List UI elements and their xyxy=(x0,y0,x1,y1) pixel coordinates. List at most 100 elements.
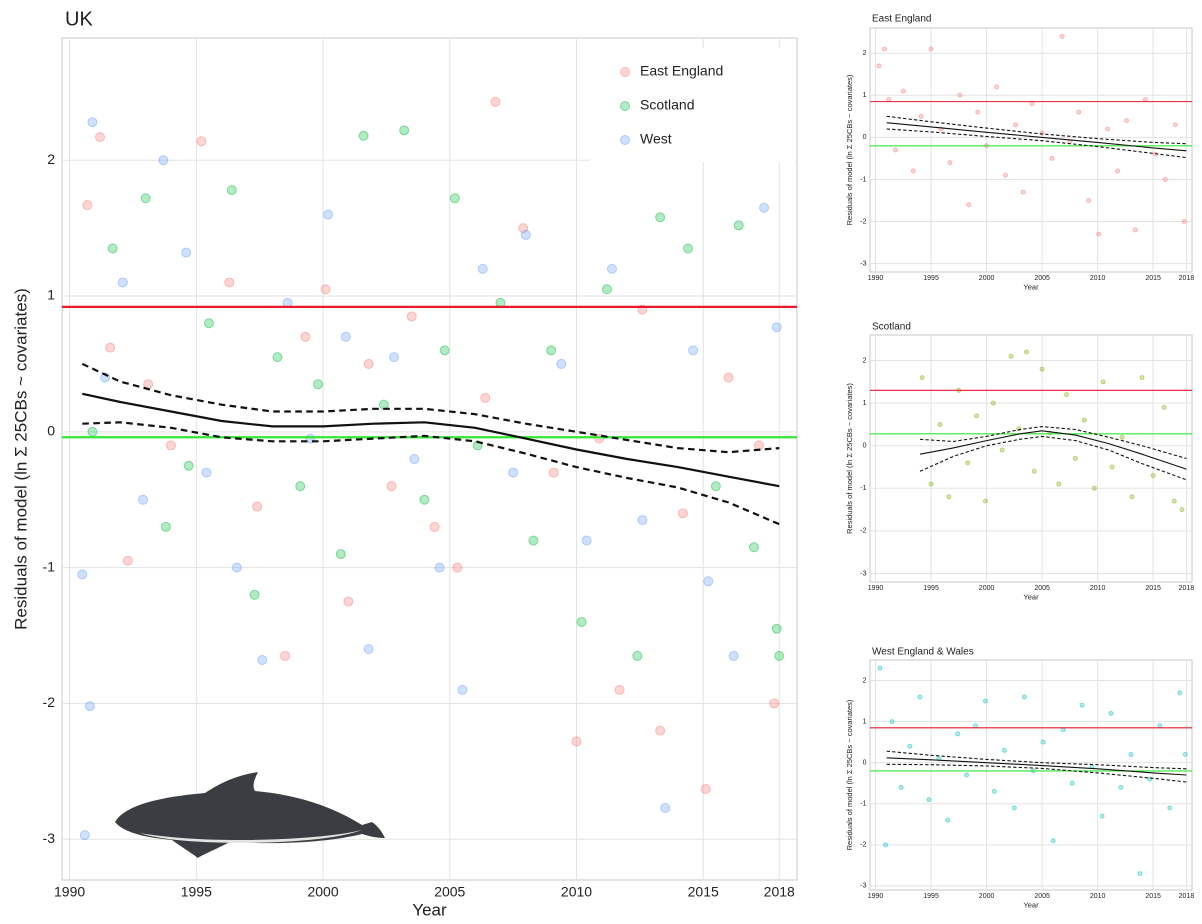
data-point xyxy=(1021,694,1027,700)
porpoise-illustration xyxy=(115,772,385,858)
x-tick-label: 1990 xyxy=(868,585,884,592)
data-point xyxy=(614,684,625,695)
x-axis-label: Year xyxy=(1023,592,1039,601)
data-point xyxy=(774,650,785,661)
data-point xyxy=(769,698,780,709)
data-point xyxy=(183,460,194,471)
chart-panel: 1990 1995 2000 2005 2010 2015 2018 -3 -2 -1 0 1 2 UK Y… xyxy=(11,8,798,919)
x-tick-label: 1995 xyxy=(923,275,939,282)
legend-swatch xyxy=(620,67,630,77)
data-point xyxy=(1011,805,1017,811)
confidence-band xyxy=(919,426,1187,460)
data-point xyxy=(1142,97,1148,103)
data-point xyxy=(1177,690,1183,696)
data-point xyxy=(1060,727,1066,733)
y-tick-label: 0 xyxy=(863,760,867,767)
y-tick-label: -3 xyxy=(860,883,866,890)
x-tick-label: 2005 xyxy=(1034,585,1050,592)
y-tick-label: 1 xyxy=(863,92,867,99)
y-tick-label: -3 xyxy=(860,260,866,267)
data-point xyxy=(1024,349,1030,355)
x-tick-label: 2015 xyxy=(1145,275,1161,282)
confidence-band xyxy=(886,750,1187,770)
x-tick-label: 2000 xyxy=(307,883,338,899)
x-tick-label: 2010 xyxy=(561,883,592,899)
data-point xyxy=(295,481,306,492)
data-point xyxy=(876,63,882,69)
y-axis-label: Residuals of model (ln Σ 25CBs ~ covaria… xyxy=(845,74,854,225)
data-point xyxy=(340,331,351,342)
y-axis-label: Residuals of model (ln Σ 25CBs ~ covaria… xyxy=(845,699,854,850)
chart-panel: 1990 1995 2000 2005 2010 2015 2018 -3 -2 -1 0 1 2 Eas… xyxy=(845,14,1194,292)
x-tick-label: 2018 xyxy=(1179,893,1195,900)
y-tick-label: -1 xyxy=(860,485,866,492)
plot-area xyxy=(869,334,1193,583)
data-point xyxy=(1059,33,1065,39)
data-point xyxy=(947,160,953,166)
data-point xyxy=(1076,109,1082,115)
x-tick-label: 1990 xyxy=(868,275,884,282)
confidence-band xyxy=(82,421,780,526)
data-point xyxy=(79,830,90,841)
data-point xyxy=(117,277,128,288)
data-point xyxy=(928,46,934,52)
x-tick-label: 1995 xyxy=(181,883,212,899)
data-point xyxy=(204,318,214,329)
data-point xyxy=(1056,481,1062,487)
data-point xyxy=(655,725,666,736)
x-tick-label: 2000 xyxy=(979,585,995,592)
data-point xyxy=(312,379,323,390)
data-point xyxy=(881,46,887,52)
data-point xyxy=(606,263,617,274)
x-tick-label: 2000 xyxy=(979,275,995,282)
data-point xyxy=(1069,780,1075,786)
data-point xyxy=(919,375,925,381)
data-point xyxy=(723,372,734,383)
data-point xyxy=(409,454,420,464)
data-point xyxy=(576,616,587,627)
legend-label: Scotland xyxy=(640,97,694,113)
data-point xyxy=(87,426,98,437)
data-point xyxy=(160,521,171,532)
data-point xyxy=(1020,189,1026,195)
data-point xyxy=(710,481,721,492)
legend-label: West xyxy=(640,131,672,147)
x-tick-label: 1990 xyxy=(54,883,85,899)
data-point xyxy=(945,817,951,823)
data-point xyxy=(581,535,592,546)
data-point xyxy=(728,650,739,661)
x-tick-label: 2015 xyxy=(1145,585,1161,592)
data-point xyxy=(556,358,567,369)
data-point xyxy=(877,665,883,671)
confidence-band xyxy=(919,435,1187,481)
data-point xyxy=(181,247,192,258)
data-point xyxy=(1002,172,1008,178)
trend-line xyxy=(886,757,1187,776)
y-tick-label: 2 xyxy=(47,151,55,167)
x-tick-label: 2018 xyxy=(1179,585,1195,592)
y-tick-label: 0 xyxy=(863,134,867,141)
data-point xyxy=(480,392,491,403)
data-point xyxy=(655,212,666,223)
data-point xyxy=(990,400,996,406)
data-point xyxy=(1132,227,1138,233)
data-point xyxy=(358,130,369,141)
y-axis-label: Residuals of model (ln Σ 25CBs ~ covaria… xyxy=(845,383,854,534)
data-point xyxy=(1181,219,1187,225)
data-point xyxy=(320,284,331,295)
data-point xyxy=(982,698,988,704)
data-point xyxy=(974,413,980,419)
data-point xyxy=(105,342,116,353)
data-point xyxy=(1072,456,1078,461)
data-point xyxy=(917,694,923,700)
data-point xyxy=(926,797,932,803)
data-point xyxy=(548,467,559,478)
trend-line xyxy=(82,392,780,488)
data-point xyxy=(955,731,961,737)
data-point xyxy=(1150,473,1156,479)
chart-title: East England xyxy=(872,14,932,25)
data-point xyxy=(1108,710,1114,716)
y-tick-label: 2 xyxy=(863,50,867,57)
data-point xyxy=(994,84,1000,90)
